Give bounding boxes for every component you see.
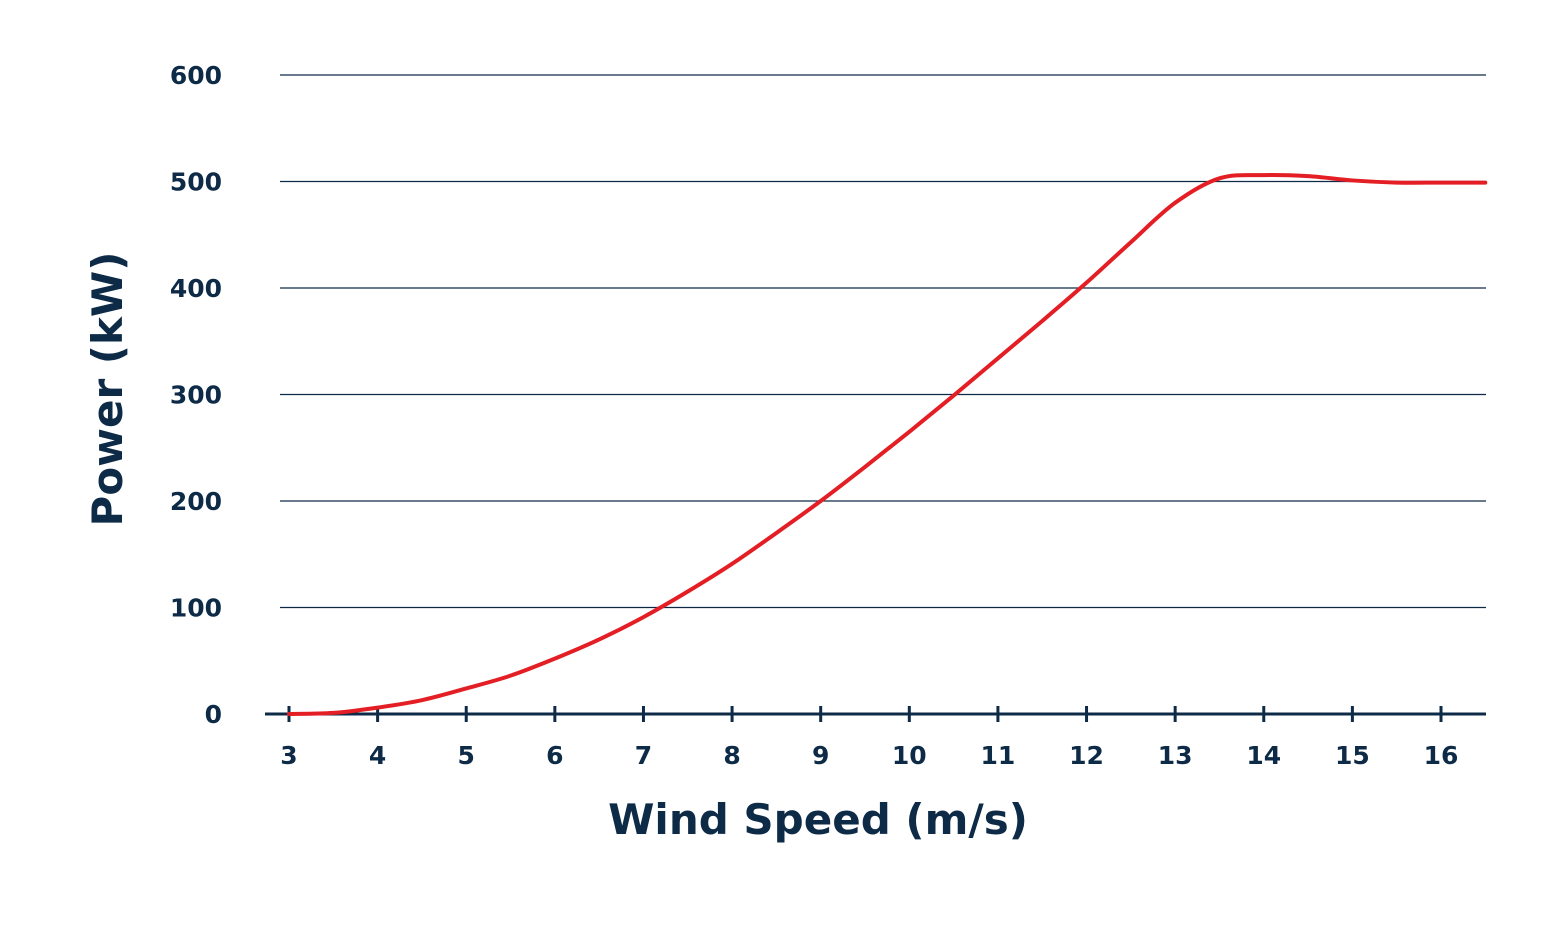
y-axis-title: Power (kW) <box>83 252 132 527</box>
y-tick-label-500: 500 <box>170 168 222 197</box>
x-tick-label-5: 5 <box>458 741 475 770</box>
series-layer <box>287 173 1488 716</box>
power-curve-line-0 <box>287 173 1488 716</box>
y-tick-label-300: 300 <box>170 381 222 410</box>
x-tick-label-14: 14 <box>1246 741 1281 770</box>
x-axis-title: Wind Speed (m/s) <box>608 795 1028 844</box>
x-tick-label-13: 13 <box>1158 741 1193 770</box>
y-tick-label-200: 200 <box>170 487 222 516</box>
x-tick-label-16: 16 <box>1424 741 1459 770</box>
y-tick-label-600: 600 <box>170 61 222 90</box>
x-tick-label-8: 8 <box>723 741 740 770</box>
x-tick-label-4: 4 <box>369 741 386 770</box>
y-tick-label-400: 400 <box>170 274 222 303</box>
grid-lines <box>280 74 1486 609</box>
y-tick-labels: 0 100 200 300 400 500 600 <box>170 61 222 729</box>
x-tick-label-11: 11 <box>981 741 1016 770</box>
y-tick-label-100: 100 <box>170 594 222 623</box>
x-tick-label-9: 9 <box>812 741 829 770</box>
x-tick-label-12: 12 <box>1069 741 1104 770</box>
x-tick-label-10: 10 <box>892 741 927 770</box>
x-axis <box>265 706 1486 722</box>
x-tick-labels: 3 4 5 6 7 8 9 10 11 12 13 14 15 16 <box>280 741 1458 770</box>
x-tick-label-7: 7 <box>635 741 652 770</box>
x-tick-label-6: 6 <box>546 741 563 770</box>
x-tick-label-15: 15 <box>1335 741 1370 770</box>
y-tick-label-0: 0 <box>205 700 222 729</box>
x-tick-label-3: 3 <box>280 741 297 770</box>
